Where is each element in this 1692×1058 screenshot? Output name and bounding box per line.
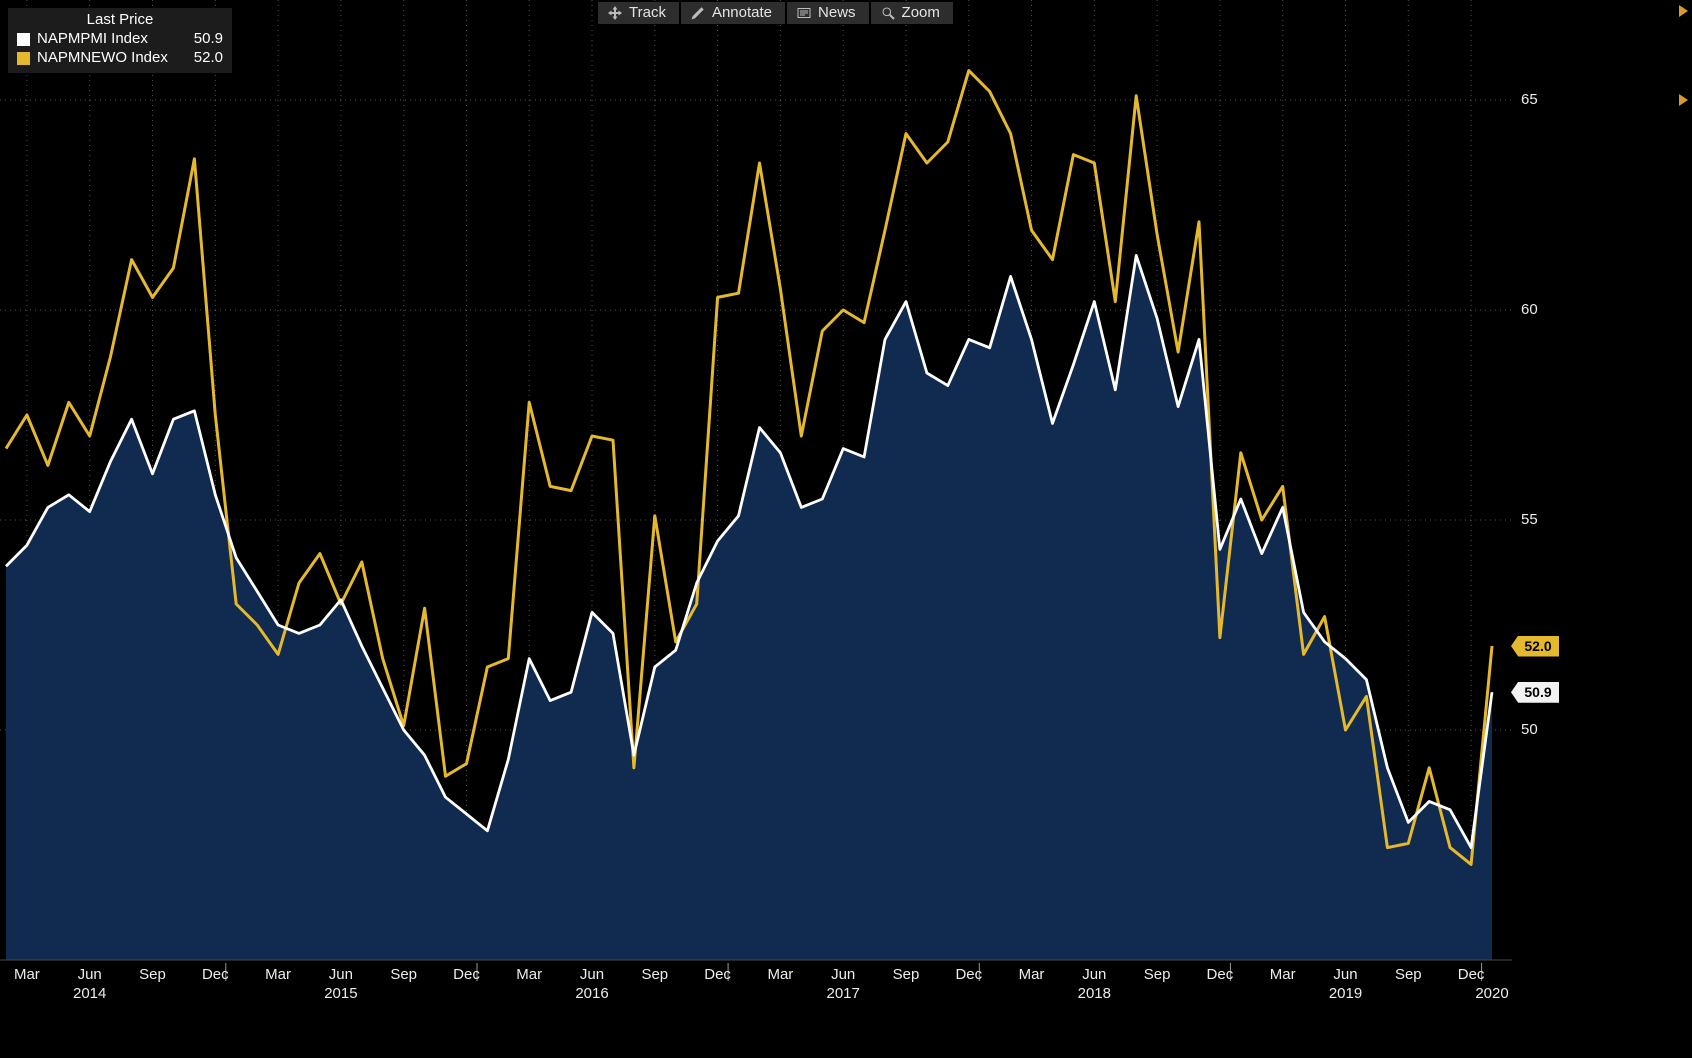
x-axis-month-label: Dec [704,966,731,983]
x-axis-month-label: Jun [579,966,605,983]
track-button-label: Track [629,4,666,21]
annotate-icon [691,6,704,19]
x-axis-month-label: Dec [453,966,480,983]
zoom-button-label: Zoom [901,4,940,21]
annotate-button[interactable]: Annotate [680,2,786,24]
chart-toolbar: Track Annotate News Z [598,2,953,24]
napmpmi-area [6,255,1492,960]
x-axis-month-label: Dec [955,966,983,983]
x-axis-year-label: 2019 [1328,985,1363,1002]
annotate-button-label: Annotate [711,4,773,21]
x-axis-year-label: 2014 [73,985,107,1002]
legend: Last Price NAPMPMI Index 50.9 NAPMNEWO I… [8,8,232,73]
pan-arrow-icon[interactable] [1679,5,1688,17]
legend-row-napmpmi[interactable]: NAPMPMI Index 50.9 [17,30,223,48]
x-axis-month-label: Sep [390,966,418,983]
x-axis-month-label: Mar [13,966,40,983]
news-button-label: News [818,4,856,21]
x-axis-month-label: Mar [516,966,543,983]
legend-title: Last Price [86,11,154,28]
napmpmi-swatch-icon [17,32,30,46]
napmnewo-swatch-icon [17,51,30,65]
y-axis-label: 60 [1521,301,1538,318]
x-axis-month-label: Mar [1018,966,1045,983]
zoom-button[interactable]: Zoom [870,2,953,24]
x-axis-month-label: Sep [641,966,669,983]
napmpmi-line [5,254,1494,849]
news-icon [797,7,811,18]
legend-series-name: NAPMPMI Index [37,30,148,47]
last-price-badge-napmpmi: 50.9 [1511,681,1559,703]
pan-arrow-icon[interactable] [1679,94,1688,106]
x-axis-month-label: Jun [328,966,353,983]
x-axis-month-label: Jun [77,966,102,983]
x-axis-year-label: 2016 [575,985,609,1002]
y-axis-label: 55 [1521,511,1538,528]
legend-series-name: NAPMNEWO Index [37,49,168,66]
x-axis-month-label: Dec [201,966,229,983]
legend-series-value: 52.0 [193,49,223,66]
x-axis-month-label: Sep [139,966,166,983]
zoom-icon [882,7,895,20]
x-axis-month-label: Mar [1269,966,1296,983]
napmnewo-line [4,69,1494,866]
x-axis-month-label: Sep [1143,966,1171,983]
track-button[interactable]: Track [598,2,679,24]
news-button[interactable]: News [787,2,869,24]
legend-series-value: 50.9 [193,30,223,47]
x-axis-year-label: 2018 [1077,985,1111,1002]
legend-row-napmnewo[interactable]: NAPMNEWO Index 52.0 [17,49,223,67]
x-axis-month-label: Jun [831,966,856,983]
track-icon [608,5,622,20]
y-axis-label: 50 [1521,721,1538,738]
x-axis-year-label: 2017 [826,985,860,1002]
last-price-badge-napmnewo: 52.0 [1511,635,1559,657]
x-axis-month-label: Sep [892,966,920,983]
x-axis-month-label: Mar [767,966,794,983]
x-axis-year-label: 2020 [1475,985,1509,1002]
x-axis-year-label: 2015 [324,985,358,1002]
y-axis: 65 60 55 50 [1521,0,1571,1058]
x-axis-month-label: Mar [265,966,292,983]
x-axis-month-label: Sep [1394,966,1422,983]
x-axis: Mar Jun Sep Dec Mar Jun Sep Dec Mar Jun Sep Dec Mar J… [0,966,1520,1010]
x-axis-month-label: Jun [1082,966,1107,983]
x-axis-month-label: Dec [1457,966,1485,983]
y-axis-label: 65 [1521,91,1538,108]
x-axis-month-label: Jun [1333,966,1358,983]
x-axis-month-label: Dec [1206,966,1234,983]
